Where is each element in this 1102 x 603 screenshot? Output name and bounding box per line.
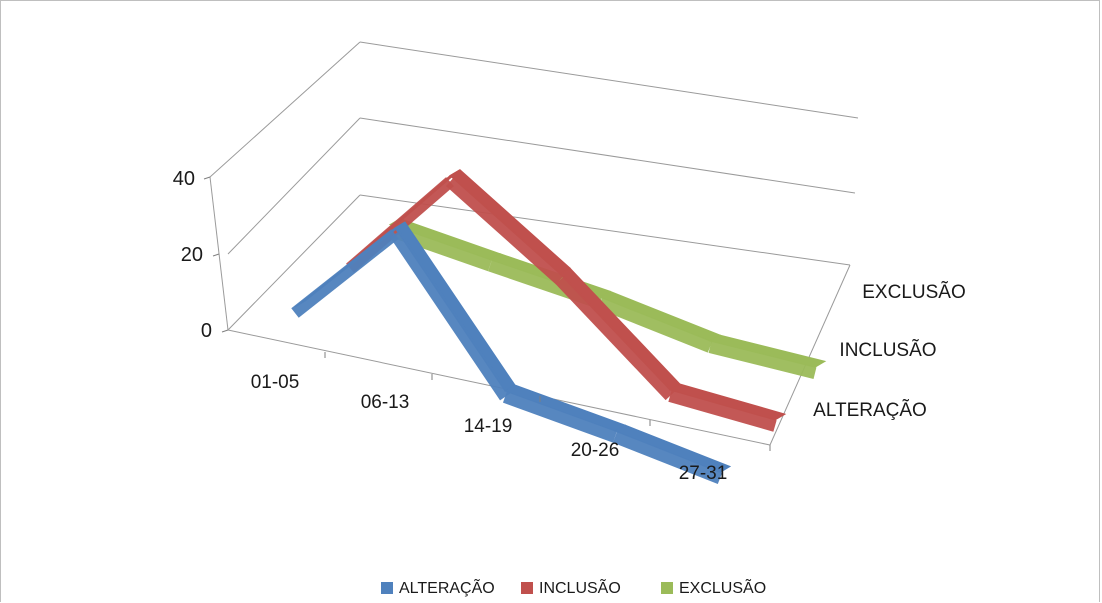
x-tick-label: 27-31 (679, 463, 728, 484)
gridline-20-left (227, 117, 361, 255)
series-ribbon-face (708, 341, 817, 380)
series-ribbon-face (597, 297, 713, 353)
series-ribbon-face (445, 177, 565, 285)
x-tick-label: 14-19 (464, 416, 513, 437)
left-wall-front-edge (209, 176, 229, 331)
y-tick-0 (221, 329, 229, 333)
depth-axis-label: EXCLUSÃO (862, 281, 965, 303)
legend-label: INCLUSÃO (539, 577, 621, 597)
gridline-40-back (359, 41, 859, 119)
series-ribbon-face (502, 391, 618, 443)
x-tick-label: 20-26 (571, 440, 620, 461)
legend: ALTERAÇÃO INCLUSÃO EXCLUSÃO (381, 577, 766, 597)
x-tick-label: 01-05 (251, 372, 300, 393)
series-ribbon-face (612, 431, 723, 484)
legend-label: EXCLUSÃO (679, 577, 766, 597)
gridline-20-back (359, 117, 856, 194)
series-layer (291, 169, 827, 484)
gridline-40-left (209, 41, 361, 178)
series-alteração (291, 221, 732, 484)
y-tick-label: 0 (201, 320, 212, 342)
depth-axis-label: INCLUSÃO (839, 339, 936, 361)
x-tick-label: 06-13 (361, 392, 410, 413)
legend-swatch (521, 582, 533, 594)
series-ribbon-face (668, 390, 777, 432)
series-ribbon-face (555, 275, 675, 401)
y-tick-40 (203, 176, 211, 180)
y-tick-label: 40 (173, 168, 195, 190)
legend-swatch (661, 582, 673, 594)
series-ribbon-face (390, 230, 510, 401)
y-tick-marks (203, 176, 229, 333)
y-tick-label: 20 (181, 244, 203, 266)
back-wall-bottom-edge (359, 194, 851, 266)
series-ribbon-face (291, 229, 399, 318)
legend-label: ALTERAÇÃO (399, 577, 495, 597)
depth-axis-label: ALTERAÇÃO (813, 399, 927, 421)
y-tick-20 (212, 253, 220, 257)
legend-swatch (381, 582, 393, 594)
labels-layer: 0 20 40 01-05 06-13 14-19 20-26 27-31 ALTERAÇÃO I… (173, 168, 966, 484)
left-wall-bottom-edge (227, 194, 361, 331)
